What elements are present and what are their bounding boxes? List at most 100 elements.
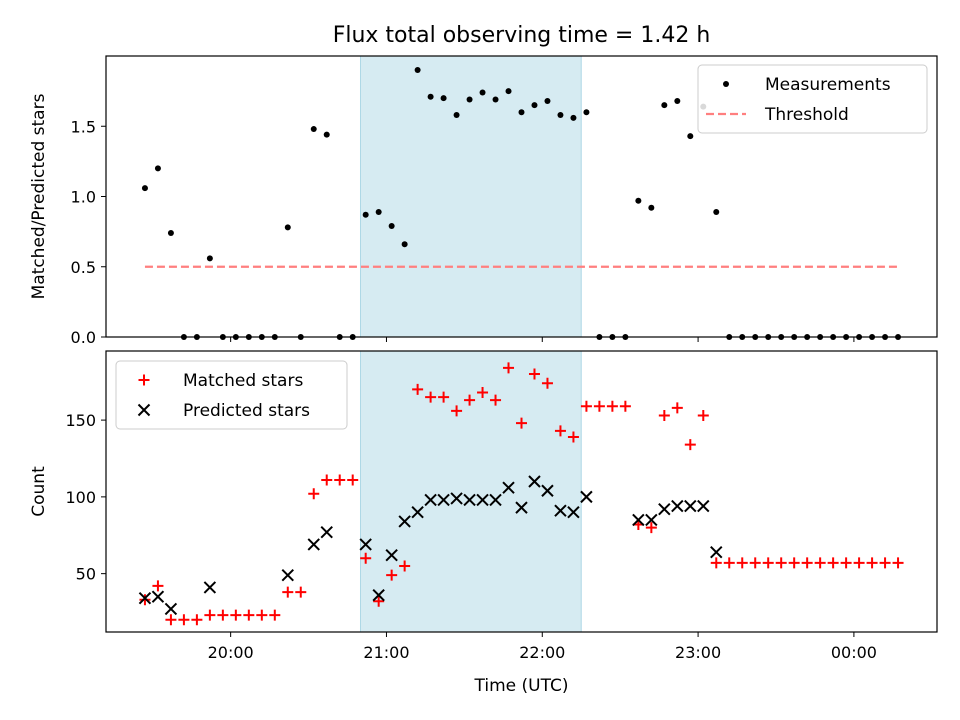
matched-stars-point	[684, 439, 696, 451]
predicted-stars-point	[515, 501, 528, 514]
bottom-ytick-label: 150	[65, 411, 96, 430]
matched-stars-point	[191, 614, 203, 626]
matched-stars-point	[243, 609, 255, 621]
top-ytick-label: 1.5	[71, 117, 96, 136]
matched-stars-point	[490, 394, 502, 406]
measurement-point	[544, 97, 551, 104]
matched-stars-point	[671, 402, 683, 414]
matched-stars-point	[541, 377, 553, 389]
matched-stars-point	[892, 557, 904, 569]
matched-stars-point	[736, 557, 748, 569]
bottom-xtick-label: 23:00	[675, 643, 721, 662]
legend-measurements-swatch	[723, 81, 729, 87]
measurement-point	[206, 255, 213, 262]
predicted-stars-point	[307, 538, 320, 551]
top-panel-ratio: 0.0 0.5 1.0 1.5 Matched/Predicted stars Measu…	[29, 55, 938, 347]
predicted-stars-point	[710, 545, 723, 559]
matched-stars-point	[230, 609, 242, 621]
predicted-stars-point	[398, 515, 411, 528]
top-ytick-label: 0.5	[71, 258, 96, 277]
bottom-panel-counts: 50 100 150 20:00 21:00 22:00 23:00 00:00 Count Ti…	[29, 350, 938, 696]
predicted-stars-point	[567, 506, 580, 519]
bottom-shaded-interval	[360, 351, 582, 632]
matched-stars-point	[477, 386, 489, 398]
measurement-point	[635, 197, 642, 204]
top-frame	[105, 55, 938, 338]
matched-stars-point	[386, 569, 398, 581]
matched-stars-point	[373, 595, 385, 607]
predicted-stars-point	[645, 513, 658, 527]
matched-stars-point	[567, 431, 579, 443]
chart-title: Flux total observing time = 1.42 h	[333, 23, 711, 48]
top-legend-label: Threshold	[764, 105, 849, 125]
predicted-stars-point	[528, 475, 541, 488]
matched-stars-point	[762, 557, 774, 569]
predicted-stars-point	[424, 493, 437, 507]
predicted-stars-point	[489, 493, 502, 507]
matched-stars-point	[840, 557, 852, 569]
predicted-stars-point	[658, 502, 671, 516]
x-axis-label: Time (UTC)	[474, 676, 569, 696]
predicted-stars-point	[385, 549, 398, 562]
predicted-stars-point	[281, 568, 294, 582]
matched-stars-point	[503, 362, 515, 374]
predicted-stars-point	[372, 588, 385, 602]
predicted-stars-point	[138, 592, 152, 605]
matched-stars-point	[853, 557, 865, 569]
matched-stars-point	[256, 609, 268, 621]
measurement-point	[414, 67, 421, 74]
matched-stars-point	[204, 609, 216, 621]
measurement-point	[479, 89, 486, 96]
predicted-stars-point	[320, 525, 333, 539]
bottom-frame	[105, 350, 938, 633]
measurement-point	[674, 97, 681, 104]
predicted-stars-point	[697, 499, 710, 513]
measurement-point	[167, 230, 174, 237]
matched-stars-point	[399, 560, 411, 572]
predicted-stars-point	[164, 602, 178, 616]
matched-stars-point	[451, 405, 463, 417]
bottom-ytick-label: 100	[65, 488, 96, 507]
measurement-point	[323, 131, 330, 138]
matched-stars-point	[438, 391, 450, 403]
matched-stars-point	[308, 488, 320, 500]
matched-stars-point	[801, 557, 813, 569]
matched-stars-point	[425, 391, 437, 403]
bottom-legend-label: Predicted stars	[183, 401, 310, 421]
measurement-point	[648, 204, 655, 211]
matched-stars-point	[645, 522, 657, 534]
matched-stars-point	[658, 409, 670, 421]
predicted-stars-point	[203, 581, 217, 594]
measurement-point	[427, 93, 434, 100]
measurement-point	[570, 114, 577, 121]
measurement-point	[453, 112, 460, 119]
predicted-stars-point	[541, 484, 554, 497]
bottom-legend-label: Matched stars	[183, 371, 303, 391]
measurement-point	[284, 224, 291, 231]
measurement-point	[557, 112, 564, 119]
bottom-xtick-label: 21:00	[363, 643, 409, 662]
top-shaded-interval	[360, 56, 582, 337]
predicted-stars-point	[463, 493, 476, 507]
matched-stars-point	[139, 594, 151, 606]
top-ytick-label: 1.0	[71, 188, 96, 207]
top-legend-box	[697, 64, 928, 134]
matched-stars-point	[788, 557, 800, 569]
measurement-point	[310, 126, 317, 133]
bottom-xtick-label: 20:00	[208, 643, 254, 662]
measurement-point	[531, 102, 538, 109]
measurement-point	[518, 109, 525, 116]
measurement-point	[141, 185, 148, 192]
measurement-point	[401, 241, 408, 248]
bottom-xtick-label: 00:00	[831, 643, 877, 662]
matched-stars-point	[580, 400, 592, 412]
bottom-xtick-label: 22:00	[519, 643, 565, 662]
measurement-point	[492, 96, 499, 103]
measurement-point	[154, 165, 161, 172]
matched-stars-point	[710, 557, 722, 569]
matched-stars-point	[178, 614, 190, 626]
predicted-stars-point	[450, 492, 463, 505]
measurement-point	[375, 208, 382, 215]
matched-stars-point	[412, 383, 424, 395]
predicted-stars-point	[437, 493, 450, 507]
